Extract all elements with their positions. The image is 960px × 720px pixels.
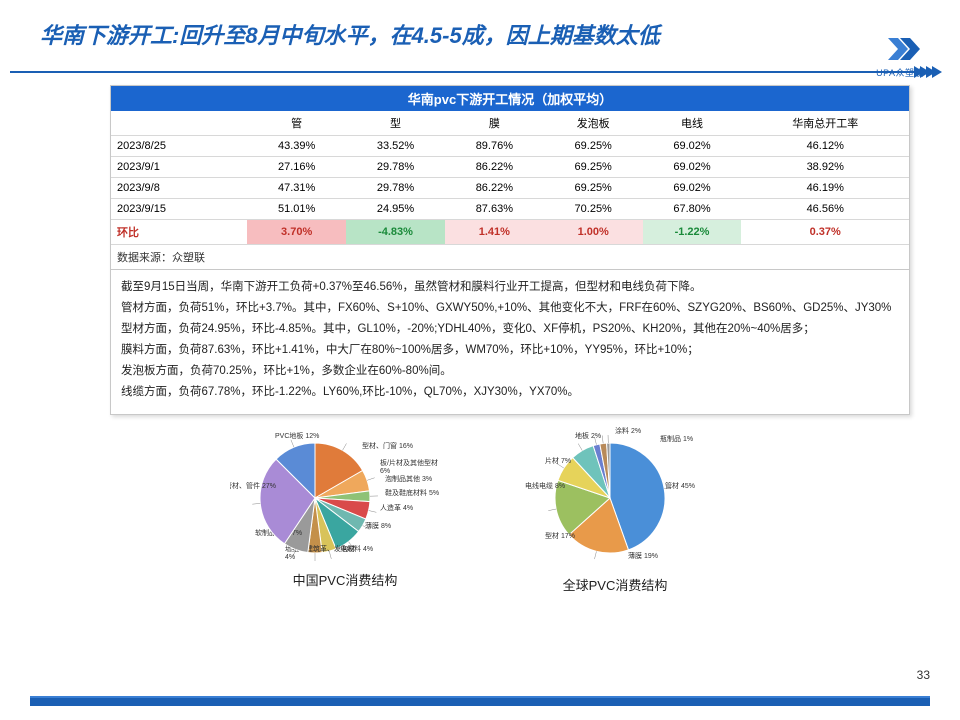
pie-label: 型材、门窗 16% bbox=[362, 441, 413, 450]
table-cell: 69.25% bbox=[544, 157, 643, 178]
logo-text: UPA众塑联 bbox=[844, 66, 924, 79]
row-label: 2023/9/15 bbox=[111, 199, 247, 220]
table-cell: 46.19% bbox=[741, 178, 909, 199]
table-cell-delta: -1.22% bbox=[643, 220, 742, 245]
pie-label: 管材 45% bbox=[665, 481, 695, 490]
page-title: 华南下游开工:回升至8月中旬水平，在4.5-5成，因上期基数太低 bbox=[40, 18, 660, 50]
table-cell: 29.78% bbox=[346, 178, 445, 199]
table-cell: 87.63% bbox=[445, 199, 544, 220]
pie-label: 管材、管件 27% bbox=[230, 481, 276, 490]
chart-global-caption: 全球PVC消费结构 bbox=[500, 575, 730, 594]
logo-icon bbox=[844, 38, 924, 66]
table-cell: 46.12% bbox=[741, 136, 909, 157]
table-col: 电线 bbox=[643, 111, 742, 136]
table-col: 发泡板 bbox=[544, 111, 643, 136]
row-label: 环比 bbox=[111, 220, 247, 245]
chart-china-caption: 中国PVC消费结构 bbox=[230, 570, 460, 589]
table-row-delta: 环比3.70%-4.83%1.41%1.00%-1.22%0.37% bbox=[111, 220, 909, 245]
pie-label: 片材 7% bbox=[545, 456, 571, 465]
commentary-line: 型材方面，负荷24.95%，环比-4.85%。其中，GL10%，-20%;YDH… bbox=[121, 320, 899, 339]
table-cell: 69.25% bbox=[544, 178, 643, 199]
page-number: 33 bbox=[917, 668, 930, 682]
row-label: 2023/8/25 bbox=[111, 136, 247, 157]
main-card: 华南pvc下游开工情况（加权平均） 管型膜发泡板电线华南总开工率 2023/8/… bbox=[110, 85, 910, 415]
footer-bar bbox=[30, 696, 930, 706]
pie-label: 薄膜 8% bbox=[365, 521, 391, 530]
table-cell: 67.80% bbox=[643, 199, 742, 220]
table-cell: 89.76% bbox=[445, 136, 544, 157]
pie-label: 鞋及鞋底材料 5% bbox=[385, 488, 439, 497]
row-label: 2023/9/8 bbox=[111, 178, 247, 199]
commentary-line: 管材方面，负荷51%，环比+3.7%。其中，FX60%、S+10%、GXWY50… bbox=[121, 299, 899, 318]
pie-label: 涂料 2% bbox=[615, 426, 641, 435]
table-col: 膜 bbox=[445, 111, 544, 136]
commentary-line: 发泡板方面，负荷70.25%，环比+1%，多数企业在60%-80%间。 bbox=[121, 362, 899, 381]
table-row: 2023/9/127.16%29.78%86.22%69.25%69.02%38… bbox=[111, 157, 909, 178]
table-cell: 29.78% bbox=[346, 157, 445, 178]
chart-global: 管材 45% 薄膜 19% 型材 17% 电线电缆 8% 片材 7% 地板 2% 涂料 2%… bbox=[500, 423, 730, 594]
table-col: 型 bbox=[346, 111, 445, 136]
commentary-line: 线缆方面，负荷67.78%，环比-1.22%。LY60%,环比-10%，QL70… bbox=[121, 383, 899, 402]
data-table: 管型膜发泡板电线华南总开工率 2023/8/2543.39%33.52%89.7… bbox=[111, 111, 909, 245]
commentary-line: 截至9月15日当周，华南下游开工负荷+0.37%至46.56%，虽然管材和膜料行… bbox=[121, 278, 899, 297]
table-col-date bbox=[111, 111, 247, 136]
commentary: 截至9月15日当周，华南下游开工负荷+0.37%至46.56%，虽然管材和膜料行… bbox=[111, 270, 909, 414]
table-cell: 69.02% bbox=[643, 178, 742, 199]
pie-label: 地板 2% bbox=[575, 431, 601, 440]
table-cell: 33.52% bbox=[346, 136, 445, 157]
table-col: 管 bbox=[247, 111, 346, 136]
table-row: 2023/9/1551.01%24.95%87.63%70.25%67.80%4… bbox=[111, 199, 909, 220]
pie-label: PVC地板 12% bbox=[275, 431, 319, 440]
table-cell: 69.02% bbox=[643, 136, 742, 157]
table-cell-delta: 1.00% bbox=[544, 220, 643, 245]
table-cell: 43.39% bbox=[247, 136, 346, 157]
table-cell: 27.16% bbox=[247, 157, 346, 178]
table-row: 2023/9/847.31%29.78%86.22%69.25%69.02%46… bbox=[111, 178, 909, 199]
table-cell: 69.25% bbox=[544, 136, 643, 157]
table-col: 华南总开工率 bbox=[741, 111, 909, 136]
table-cell-delta: 1.41% bbox=[445, 220, 544, 245]
commentary-line: 膜料方面，负荷87.63%，环比+1.41%，中大厂在80%~100%居多，WM… bbox=[121, 341, 899, 360]
table-cell: 86.22% bbox=[445, 157, 544, 178]
table-cell-delta: -4.83% bbox=[346, 220, 445, 245]
pie-label: 人造革 4% bbox=[380, 503, 413, 512]
chart-china: 型材、门窗 16% 板/片材及其他型材 6%泡制品其他 3% 鞋及鞋底材料 5% 人造… bbox=[230, 423, 460, 594]
table-title: 华南pvc下游开工情况（加权平均） bbox=[111, 86, 909, 111]
table-cell: 69.02% bbox=[643, 157, 742, 178]
table-cell: 47.31% bbox=[247, 178, 346, 199]
table-cell: 51.01% bbox=[247, 199, 346, 220]
row-label: 2023/9/1 bbox=[111, 157, 247, 178]
table-cell: 46.56% bbox=[741, 199, 909, 220]
pie-label: 型材 17% bbox=[545, 531, 575, 540]
table-cell-delta: 0.37% bbox=[741, 220, 909, 245]
table-cell-delta: 3.70% bbox=[247, 220, 346, 245]
table-row: 2023/8/2543.39%33.52%89.76%69.25%69.02%4… bbox=[111, 136, 909, 157]
pie-label: 薄膜 19% bbox=[628, 551, 658, 560]
pie-label: 板/片材及其他型材 6% bbox=[380, 458, 440, 475]
table-cell: 70.25% bbox=[544, 199, 643, 220]
pie-label: 瓶制品 1% bbox=[660, 434, 693, 443]
title-divider bbox=[10, 65, 950, 79]
table-cell: 24.95% bbox=[346, 199, 445, 220]
pie-label: 电线电缆 8% bbox=[525, 481, 565, 490]
table-cell: 38.92% bbox=[741, 157, 909, 178]
pie-label: 泡制品其他 3% bbox=[385, 474, 432, 483]
data-source: 数据来源：众塑联 bbox=[111, 245, 909, 270]
logo: UPA众塑联 bbox=[844, 38, 924, 79]
table-cell: 86.22% bbox=[445, 178, 544, 199]
